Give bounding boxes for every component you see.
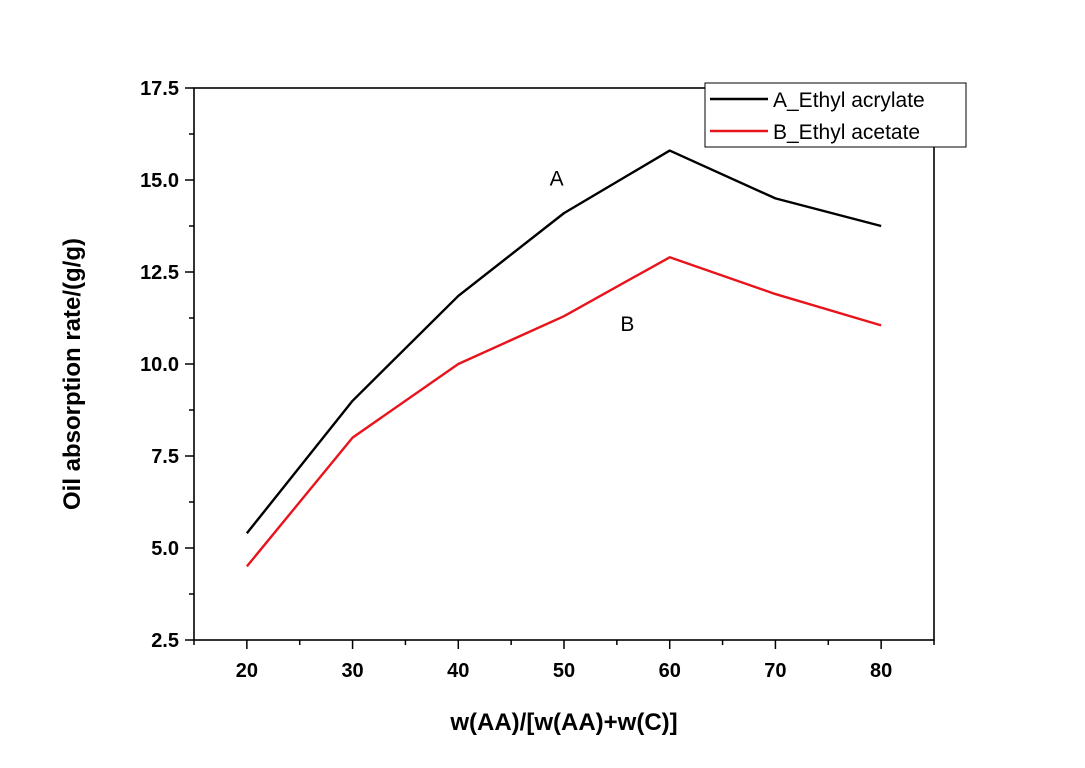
plot-border — [193, 87, 935, 641]
y-tick-label: 2.5 — [151, 630, 179, 652]
legend-box — [704, 82, 967, 148]
x-tick-label: 20 — [236, 660, 258, 682]
x-tick-label: 60 — [659, 660, 681, 682]
x-tick-label: 30 — [341, 660, 363, 682]
series-line-a — [245, 149, 882, 535]
plot-frame — [193, 87, 935, 641]
y-tick-label: 17.5 — [140, 78, 179, 100]
y-tick-label: 15.0 — [140, 170, 179, 192]
annotation-label: B — [620, 313, 634, 336]
x-tick-label: 50 — [553, 660, 575, 682]
x-tick-label: 40 — [447, 660, 469, 682]
y-tick-label: 5.0 — [151, 538, 179, 560]
legend: A_Ethyl acrylate B_Ethyl acetate — [704, 82, 967, 148]
legend-label: A_Ethyl acrylate — [773, 89, 925, 112]
series-line-b — [245, 256, 882, 568]
annotation-label: A — [550, 168, 564, 191]
y-axis-ticks: 2.5 5.0 7.5 10.0 12.5 15.0 17.5 — [140, 78, 194, 652]
annotations: AB — [550, 168, 635, 336]
y-tick-label: 7.5 — [151, 446, 179, 468]
y-tick-label: 12.5 — [140, 262, 179, 284]
y-tick-label: 10.0 — [140, 354, 179, 376]
series-lines — [245, 149, 882, 568]
x-tick-label: 80 — [870, 660, 892, 682]
y-axis-title: Oil absorption rate/(g/g) — [59, 238, 86, 510]
x-tick-label: 70 — [764, 660, 786, 682]
legend-label: B_Ethyl acetate — [773, 121, 920, 144]
x-axis-ticks: 20 30 40 50 60 70 80 — [193, 640, 935, 682]
x-axis-title: w(AA)/[w(AA)+w(C)] — [449, 709, 677, 736]
